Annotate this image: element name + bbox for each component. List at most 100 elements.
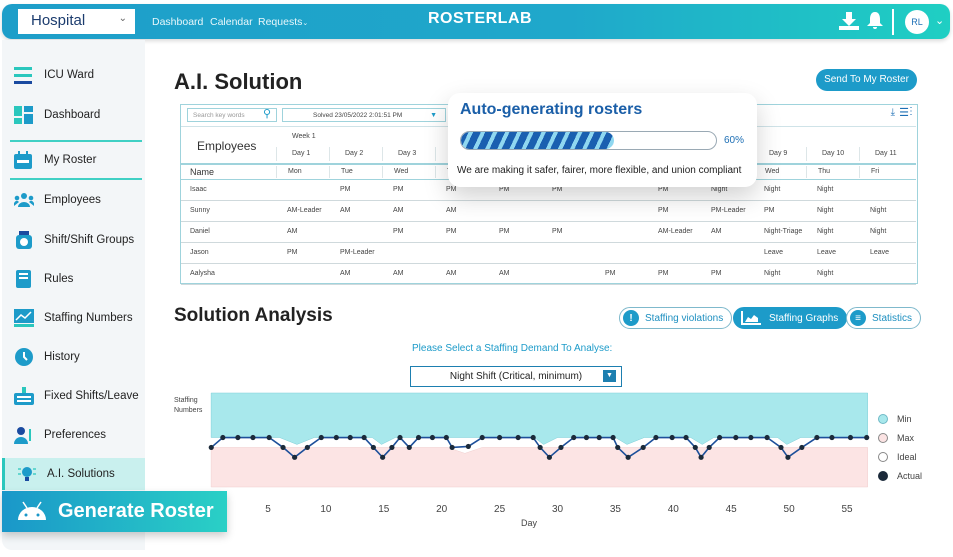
actual-point bbox=[640, 444, 646, 451]
actual-point bbox=[370, 444, 376, 451]
shift-cell[interactable]: PM bbox=[499, 186, 510, 193]
sidebar-item-employees[interactable]: Employees bbox=[2, 185, 145, 215]
shift-cell[interactable]: PM bbox=[499, 228, 510, 235]
table-row[interactable]: Jason PM PM-Leader Leave Leave Leave bbox=[181, 243, 916, 264]
shift-cell[interactable]: Night bbox=[764, 270, 781, 277]
actual-point bbox=[333, 434, 339, 441]
divider bbox=[329, 166, 330, 178]
shift-cell[interactable]: AM bbox=[446, 270, 457, 277]
shift-cell[interactable]: Night bbox=[817, 207, 834, 214]
sidebar-item-staffing-numbers[interactable]: Staffing Numbers bbox=[2, 303, 145, 333]
shift-cell[interactable]: PM bbox=[393, 228, 404, 235]
sidebar-item-shift-groups[interactable]: Shift/Shift Groups bbox=[2, 225, 145, 255]
shift-cell[interactable]: PM bbox=[658, 270, 669, 277]
shift-cell[interactable]: Night bbox=[817, 186, 834, 193]
section-title: Solution Analysis bbox=[174, 305, 333, 326]
solution-select[interactable]: Solved 23/05/2022 2:01:51 PM ▼ bbox=[282, 108, 446, 122]
shift-cell[interactable]: PM bbox=[552, 228, 563, 235]
tab-staffing-graphs[interactable]: Staffing Graphs bbox=[733, 307, 848, 329]
legend-min[interactable]: Min bbox=[878, 414, 912, 424]
nav-dashboard[interactable]: Dashboard bbox=[152, 16, 204, 28]
sidebar-item-fixed-shifts[interactable]: Fixed Shifts/Leave bbox=[2, 381, 145, 411]
shift-cell[interactable]: Night bbox=[711, 186, 728, 193]
shift-cell[interactable]: Night bbox=[870, 207, 887, 214]
shift-cell[interactable]: AM bbox=[287, 228, 298, 235]
shift-cell[interactable]: Leave bbox=[870, 249, 890, 256]
sidebar-item-dashboard[interactable]: Dashboard bbox=[2, 100, 145, 130]
generate-roster-button[interactable]: Generate Roster bbox=[2, 491, 227, 532]
shift-cell[interactable]: AM-Leader bbox=[287, 207, 322, 214]
actual-point bbox=[615, 444, 621, 451]
shift-cell[interactable]: PM bbox=[393, 186, 404, 193]
demand-select[interactable]: Night Shift (Critical, minimum) ▼ bbox=[410, 366, 622, 387]
shift-cell[interactable]: Night bbox=[870, 228, 887, 235]
shift-cell[interactable]: PM bbox=[446, 228, 457, 235]
sidebar-item-preferences[interactable]: Preferences bbox=[2, 420, 145, 450]
shift-cell[interactable]: AM bbox=[340, 270, 351, 277]
x-tick-label: 15 bbox=[378, 504, 390, 515]
shift-cell[interactable]: PM bbox=[287, 249, 298, 256]
table-row[interactable]: Aalysha AM AM AM AM PM PM PM Night Night bbox=[181, 264, 916, 285]
nav-requests[interactable]: Requests⌄ bbox=[258, 16, 308, 28]
shift-cell[interactable]: AM bbox=[711, 228, 722, 235]
actual-point bbox=[449, 444, 455, 451]
shift-cell[interactable]: AM bbox=[393, 270, 404, 277]
sidebar-item-my-roster[interactable]: My Roster bbox=[2, 145, 145, 175]
shift-cell[interactable]: Leave bbox=[764, 249, 784, 256]
day-header: Day 10 bbox=[822, 150, 845, 157]
search-input[interactable]: Search key words bbox=[187, 108, 277, 122]
download-icon[interactable]: ⤓ bbox=[890, 107, 895, 118]
tab-staffing-violations[interactable]: ! Staffing violations bbox=[619, 307, 733, 329]
tab-statistics[interactable]: ≡ Statistics bbox=[846, 307, 922, 329]
table-row[interactable]: Sunny AM-Leader AM AM AM PM PM-Leader PM Night Ni… bbox=[181, 201, 916, 222]
download-icon[interactable] bbox=[839, 12, 859, 30]
sidebar-item-label: Shift/Shift Groups bbox=[44, 234, 135, 246]
shift-cell[interactable]: PM bbox=[658, 186, 669, 193]
table-row[interactable]: Isaac PM PM PM PM PM PM Night Night Night bbox=[181, 180, 916, 201]
search-icon[interactable]: ⚲ bbox=[263, 108, 272, 120]
legend-ideal[interactable]: Ideal bbox=[878, 452, 917, 462]
shift-cell[interactable]: PM-Leader bbox=[340, 249, 375, 256]
legend-actual[interactable]: Actual bbox=[878, 471, 922, 481]
shift-cell[interactable]: AM bbox=[393, 207, 404, 214]
sidebar-item-icu-ward[interactable]: ICU Ward bbox=[2, 60, 145, 90]
x-axis-label: Day bbox=[521, 518, 538, 528]
actual-point bbox=[764, 434, 770, 441]
shift-cell[interactable]: Night bbox=[764, 186, 781, 193]
actual-point bbox=[692, 444, 698, 451]
shift-cell[interactable]: PM bbox=[340, 186, 351, 193]
avatar[interactable]: RL bbox=[905, 10, 929, 34]
shift-cell[interactable]: AM bbox=[499, 270, 510, 277]
shift-cell[interactable]: PM bbox=[658, 207, 669, 214]
shift-cell[interactable]: PM bbox=[711, 270, 722, 277]
sidebar-item-rules[interactable]: Rules bbox=[2, 264, 145, 294]
settings-sliders-icon[interactable]: ☰ bbox=[899, 107, 909, 119]
bell-icon[interactable] bbox=[867, 12, 883, 30]
shift-cell[interactable]: Night-Triage bbox=[764, 228, 803, 235]
shift-cell[interactable]: PM-Leader bbox=[711, 207, 746, 214]
shift-cell[interactable]: AM-Leader bbox=[658, 228, 693, 235]
legend-swatch bbox=[878, 452, 888, 462]
shift-cell[interactable]: Leave bbox=[817, 249, 837, 256]
sidebar-item-ai-solutions[interactable]: A.I. Solutions bbox=[2, 458, 145, 490]
shift-cell[interactable]: PM bbox=[446, 186, 457, 193]
legend-max[interactable]: Max bbox=[878, 433, 914, 443]
shift-cell[interactable]: Night bbox=[817, 228, 834, 235]
employee-name: Jason bbox=[190, 249, 209, 256]
more-vert-icon[interactable]: ⋮ bbox=[906, 106, 916, 117]
table-row[interactable]: Daniel AM PM PM PM PM AM-Leader AM Night-Triage N… bbox=[181, 222, 916, 243]
shift-cell[interactable]: PM bbox=[764, 207, 775, 214]
shift-cell[interactable]: PM bbox=[552, 186, 563, 193]
chevron-down-icon[interactable]: ⌄ bbox=[935, 15, 945, 27]
org-select[interactable]: Hospital ⌄ bbox=[18, 9, 135, 34]
nav-calendar[interactable]: Calendar bbox=[210, 16, 253, 28]
shift-cell[interactable]: PM bbox=[605, 270, 616, 277]
logo: ROSTERLAB bbox=[428, 10, 533, 27]
shift-cell[interactable]: AM bbox=[340, 207, 351, 214]
sidebar-item-label: History bbox=[44, 351, 80, 363]
shift-cell[interactable]: Night bbox=[817, 270, 834, 277]
send-to-my-roster-button[interactable]: Send To My Roster bbox=[816, 69, 917, 91]
shift-cell[interactable]: AM bbox=[446, 207, 457, 214]
sidebar-item-history[interactable]: History bbox=[2, 342, 145, 372]
actual-point bbox=[406, 444, 412, 451]
